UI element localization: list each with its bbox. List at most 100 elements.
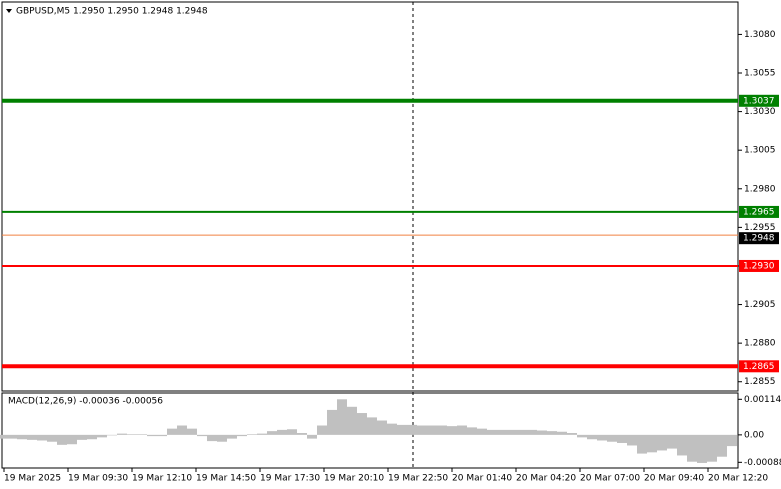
macd-bar — [307, 434, 317, 439]
macd-bar — [567, 432, 577, 435]
y-tick-label: 1.3030 — [744, 107, 776, 117]
macd-bar — [107, 434, 117, 436]
macd-bar — [537, 430, 547, 435]
macd-bar — [677, 434, 687, 456]
macd-bar — [247, 434, 257, 435]
macd-bar — [547, 431, 557, 435]
macd-bar — [587, 434, 597, 440]
macd-frame — [1, 392, 739, 469]
x-tick-label: 20 Mar 04:20 — [516, 474, 576, 484]
level-label: 1.2965 — [743, 207, 775, 217]
macd-bar — [157, 434, 167, 437]
macd-bar — [647, 434, 657, 453]
macd-bar — [217, 434, 227, 442]
macd-bar — [327, 409, 337, 435]
macd-bar — [507, 429, 517, 435]
macd-bar — [57, 434, 67, 445]
level-label-box — [739, 94, 779, 107]
menu-arrow — [6, 9, 12, 13]
macd-bar — [447, 426, 457, 435]
macd-bar — [617, 434, 627, 443]
macd-bar — [697, 434, 707, 463]
x-tick-label: 20 Mar 09:40 — [644, 474, 704, 484]
macd-bar — [377, 420, 387, 435]
macd-bar — [527, 429, 537, 435]
macd-bar — [657, 434, 667, 451]
macd-bar — [167, 428, 177, 435]
level-label-box — [739, 205, 779, 218]
macd-bar — [87, 434, 97, 440]
macd-bar — [137, 434, 147, 435]
y-tick-label: 1.3080 — [744, 30, 776, 40]
x-tick-label: 19 Mar 12:10 — [132, 474, 192, 484]
level-label: 1.2865 — [743, 362, 775, 372]
macd-bar — [337, 399, 347, 435]
macd-bar — [597, 434, 607, 441]
y-tick-label: 1.3005 — [744, 146, 776, 156]
price-frame — [1, 1, 739, 392]
macd-bar — [0, 434, 7, 439]
macd-bar — [17, 434, 27, 440]
macd-bar — [467, 427, 477, 435]
macd-bar — [177, 425, 187, 435]
macd-bar — [577, 434, 587, 438]
level-label-box — [739, 259, 779, 272]
macd-bar — [457, 425, 467, 435]
macd-bar — [707, 434, 717, 462]
macd-bar — [147, 434, 157, 437]
level-label: 1.2930 — [743, 261, 775, 271]
y-tick-label: 0.00114 — [744, 395, 781, 405]
macd-bar — [277, 429, 287, 435]
x-tick-label: 19 Mar 14:50 — [196, 474, 256, 484]
y-tick-label: 1.2980 — [744, 184, 776, 194]
macd-bar — [347, 406, 357, 435]
macd-bar — [287, 429, 297, 435]
x-tick-label: 20 Mar 12:20 — [708, 474, 768, 484]
macd-bar — [417, 425, 427, 435]
macd-bar — [47, 434, 57, 442]
macd-bar — [67, 434, 77, 445]
macd-title: MACD(12,26,9) -0.00036 -0.00056 — [8, 397, 163, 407]
x-tick-label: 20 Mar 01:40 — [452, 474, 512, 484]
y-tick-label: 1.2905 — [744, 300, 776, 310]
macd-bar — [627, 434, 637, 446]
macd-bar — [427, 425, 437, 435]
macd-bar — [607, 434, 617, 442]
macd-bar — [637, 434, 647, 454]
x-tick-label: 19 Mar 09:30 — [68, 474, 128, 484]
macd-bar — [7, 434, 17, 439]
macd-bar — [187, 428, 197, 435]
macd-bar — [687, 434, 697, 462]
macd-bar — [357, 413, 367, 435]
macd-bar — [267, 431, 277, 435]
macd-bar — [97, 434, 107, 438]
y-tick-label: 1.2955 — [744, 223, 776, 233]
level-label-box — [739, 360, 779, 373]
macd-bar — [77, 434, 87, 440]
macd-bar — [497, 429, 507, 435]
macd-bar — [237, 434, 247, 437]
macd-bar — [397, 424, 407, 435]
y-tick-label: 0.00 — [744, 430, 764, 440]
macd-bar — [27, 434, 37, 440]
macd-bar — [317, 425, 327, 435]
macd-bar — [207, 434, 217, 442]
macd-bar — [37, 434, 47, 441]
last-price-box — [739, 232, 779, 245]
y-tick-label: 1.3055 — [744, 69, 776, 79]
last-price-label: 1.2948 — [743, 234, 775, 244]
chart-title: GBPUSD,M5 1.2950 1.2950 1.2948 1.2948 — [16, 7, 208, 17]
macd-bar — [407, 424, 417, 435]
macd-bar — [477, 428, 487, 435]
macd-bar — [117, 433, 127, 435]
x-tick-label: 19 Mar 17:30 — [260, 474, 320, 484]
macd-bar — [487, 429, 497, 435]
x-tick-label: 20 Mar 07:00 — [580, 474, 640, 484]
x-tick-label: 19 Mar 22:50 — [388, 474, 448, 484]
macd-bar — [387, 423, 397, 435]
macd-bar — [367, 417, 377, 435]
macd-bar — [517, 429, 527, 435]
x-tick-label: 19 Mar 2025 — [4, 474, 61, 484]
